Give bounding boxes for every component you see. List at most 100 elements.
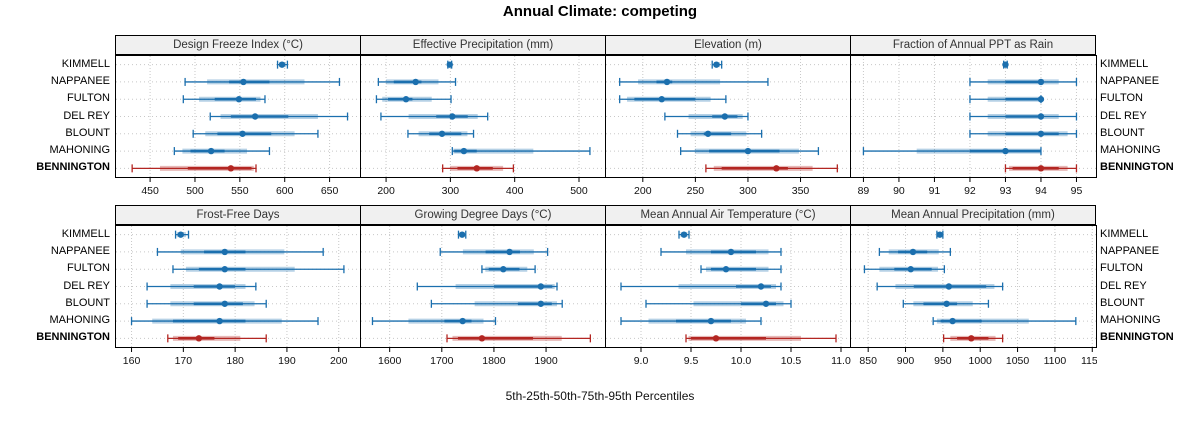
panel-canvas (606, 56, 851, 177)
percentile-glyph-del-rey (416, 282, 558, 291)
axis-tick-label: 11.0 (831, 355, 851, 367)
percentile-glyph-bennington (442, 164, 515, 173)
site-label-left-blount: BLOUNT (65, 126, 110, 139)
percentile-glyph-fulton (375, 95, 452, 104)
axis-tick-label: 200 (377, 185, 395, 197)
site-label-right-mahoning: MAHONING (1100, 314, 1161, 327)
axis-tick-label: 200 (634, 185, 652, 197)
percentile-glyph-nappanee (878, 247, 951, 256)
percentile-glyph-bennington (446, 334, 592, 343)
axis-tick-label: 300 (739, 185, 757, 197)
site-label-left-bennington: BENNINGTON (36, 161, 110, 174)
x-axis-mean-annual-precipitation-mm-: 850 900 950 1000 1050 1100 1150 (850, 347, 1097, 371)
axis-tick-label: 10.0 (731, 355, 752, 367)
panel-canvas (361, 56, 606, 177)
axis-tick-label: 250 (687, 185, 705, 197)
percentile-glyph-del-rey (876, 282, 1004, 291)
x-axis-mean-annual-air-temperature-c-: 9.0 9.5 10.0 10.5 11.0 (605, 347, 852, 371)
site-label-right-kimmell: KIMMELL (1100, 227, 1149, 240)
percentile-glyph-blount (969, 129, 1078, 138)
axis-tick-label: 94 (1035, 185, 1047, 197)
percentile-glyph-blount (902, 299, 990, 308)
percentile-glyph-bennington (1004, 164, 1078, 173)
site-label-right-del-rey: DEL REY (1100, 109, 1147, 122)
panel-canvas (361, 226, 606, 347)
percentile-glyph-kimmell (446, 60, 453, 69)
percentile-glyph-blount (676, 129, 763, 138)
site-label-left-fulton: FULTON (67, 262, 110, 275)
percentile-glyph-bennington (942, 334, 1004, 343)
percentile-glyph-fulton (969, 95, 1045, 104)
percentile-glyph-fulton (863, 265, 946, 274)
panel-strip-fraction-of-annual-ppt-as-rain: Fraction of Annual PPT as Rain (850, 35, 1096, 55)
percentile-glyph-fulton (481, 265, 536, 274)
axis-tick-label: 450 (141, 185, 159, 197)
panel-plot-mean-annual-precipitation-mm- (850, 225, 1097, 348)
axis-tick-label: 90 (893, 185, 905, 197)
panel-strip-mean-annual-precipitation-mm-: Mean Annual Precipitation (mm) (850, 205, 1096, 225)
panel-canvas (116, 56, 361, 177)
axis-tick-label: 95 (1071, 185, 1083, 197)
percentile-glyph-fulton (619, 95, 727, 104)
site-label-right-blount: BLOUNT (1100, 126, 1145, 139)
site-label-left-nappanee: NAPPANEE (50, 74, 110, 87)
panel-strip-growing-degree-days-c-: Growing Degree Days (°C) (360, 205, 606, 225)
axis-tick-label: 1100 (1044, 355, 1067, 367)
panel-strip-elevation-m-: Elevation (m) (605, 35, 851, 55)
site-label-left-mahoning: MAHONING (49, 144, 111, 157)
percentile-glyph-mahoning (130, 317, 319, 326)
percentile-glyph-kimmell (276, 60, 289, 69)
percentile-glyph-nappanee (439, 247, 549, 256)
percentile-caption: 5th-25th-50th-75th-95th Percentiles (505, 389, 695, 403)
site-label-right-bennington: BENNINGTON (1100, 161, 1174, 174)
site-label-left-kimmell: KIMMELL (61, 57, 110, 70)
site-label-right-mahoning: MAHONING (1100, 144, 1161, 157)
panel-canvas (116, 226, 361, 347)
site-label-left-del-rey: DEL REY (63, 109, 110, 122)
x-axis-fraction-of-annual-ppt-as-rain: 89 90 91 92 93 94 95 (850, 177, 1097, 201)
axis-tick-label: 89 (858, 185, 870, 197)
axis-tick-label: 500 (570, 185, 588, 197)
axis-tick-label: 170 (175, 355, 193, 367)
percentile-glyph-mahoning (932, 317, 1077, 326)
panel-canvas (851, 226, 1096, 347)
site-label-left-blount: BLOUNT (65, 296, 110, 309)
axis-tick-label: 180 (226, 355, 244, 367)
site-label-right-kimmell: KIMMELL (1100, 57, 1149, 70)
site-label-left-bennington: BENNINGTON (36, 331, 110, 344)
x-axis-design-freeze-index-c-: 450 500 550 600 650 (115, 177, 362, 201)
percentile-glyph-kimmell (457, 230, 467, 239)
axis-tick-label: 600 (276, 185, 294, 197)
x-axis-growing-degree-days-c-: 1600 1700 1800 1900 (360, 347, 607, 371)
axis-tick-label: 950 (934, 355, 952, 367)
axis-tick-label: 1900 (534, 355, 558, 367)
percentile-glyph-bennington (705, 164, 838, 173)
percentile-glyph-nappanee (156, 247, 324, 256)
percentile-glyph-nappanee (619, 77, 769, 86)
percentile-glyph-bennington (131, 164, 257, 173)
percentile-glyph-fulton (700, 265, 782, 274)
percentile-glyph-kimmell (174, 230, 190, 239)
site-label-right-del-rey: DEL REY (1100, 279, 1147, 292)
percentile-glyph-blount (645, 299, 792, 308)
percentile-glyph-mahoning (451, 147, 591, 156)
site-label-right-nappanee: NAPPANEE (1100, 244, 1160, 257)
percentile-glyph-mahoning (620, 317, 762, 326)
percentile-glyph-bennington (685, 334, 837, 343)
axis-tick-label: 1050 (1006, 355, 1030, 367)
site-label-right-blount: BLOUNT (1100, 296, 1145, 309)
axis-tick-label: 550 (231, 185, 249, 197)
axis-tick-label: 91 (929, 185, 941, 197)
panel-plot-design-freeze-index-c- (115, 55, 362, 178)
panel-plot-growing-degree-days-c- (360, 225, 607, 348)
axis-tick-label: 9.0 (634, 355, 649, 367)
percentile-glyph-del-rey (969, 112, 1078, 121)
panel-plot-elevation-m- (605, 55, 852, 178)
panel-strip-frost-free-days: Frost-Free Days (115, 205, 361, 225)
percentile-glyph-nappanee (184, 77, 341, 86)
x-axis-effective-precipitation-mm-: 200 300 400 500 (360, 177, 607, 201)
axis-tick-label: 400 (506, 185, 524, 197)
axis-tick-label: 1600 (378, 355, 402, 367)
percentile-glyph-nappanee (969, 77, 1078, 86)
